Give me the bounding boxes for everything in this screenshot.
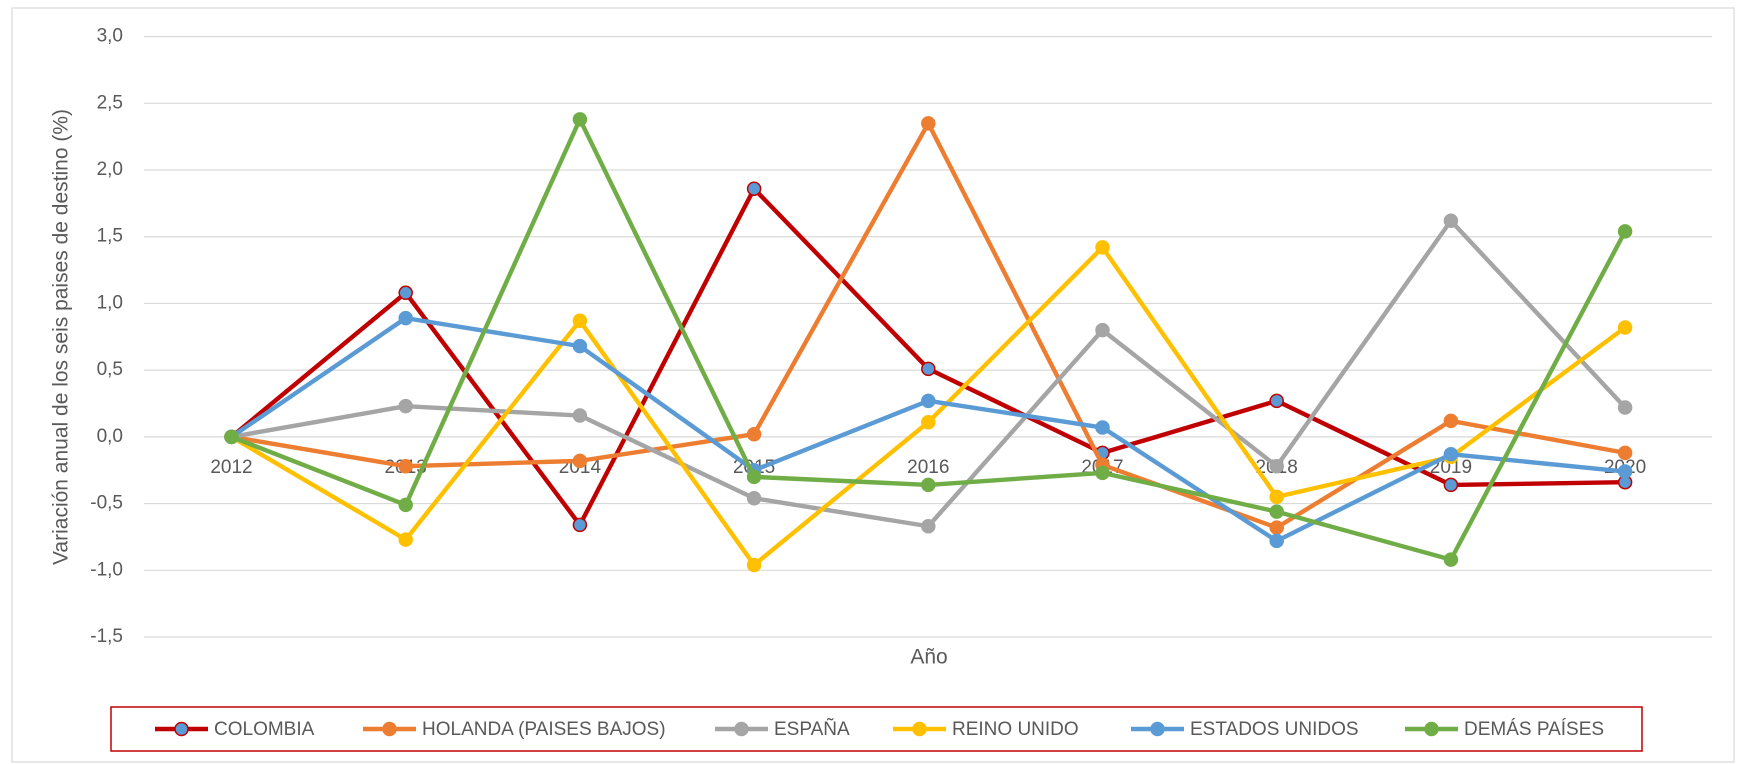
data-point [1095,240,1110,255]
data-point [398,285,413,301]
data-point [572,338,588,354]
legend-label: HOLANDA (PAISES BAJOS) [422,719,666,740]
data-point [224,429,239,445]
legend-box [110,706,1643,752]
data-point [572,517,588,533]
data-point [746,181,762,196]
data-point [1269,533,1284,549]
data-point [1617,464,1633,479]
data-point [921,477,936,493]
y-axis-label: Variación anual de los seis paises de de… [50,109,73,565]
legend-label: DEMÁS PAÍSES [1464,719,1604,740]
y-tick-label: 1,0 [97,292,123,313]
legend-label: COLOMBIA [214,719,315,740]
data-point [921,414,936,430]
data-point [921,361,936,377]
legend-label: ESPAÑA [774,718,850,740]
legend-marker [734,721,749,737]
data-point [1617,445,1633,461]
y-tick-label: 0,0 [97,426,123,447]
legend-marker [1150,721,1165,737]
data-point [572,112,588,127]
y-tick-label: 3,0 [97,26,123,47]
legend-marker [912,721,927,737]
data-point [572,453,588,469]
data-point [921,116,936,131]
data-point [1443,213,1459,228]
chart-border [11,7,1735,763]
y-tick-label: -1,0 [90,559,123,580]
x-axis-label: Año [910,646,947,669]
legend-marker [1424,721,1439,737]
y-tick-label: -1,5 [90,626,123,647]
x-tick-label: 2012 [210,457,252,478]
data-point [1269,520,1284,535]
data-point [398,532,413,547]
data-point [572,408,588,423]
data-point [1617,320,1633,335]
data-point [1269,489,1284,505]
data-point [746,490,762,506]
data-point [921,393,936,409]
data-point [1443,446,1459,462]
data-point [398,398,413,414]
data-point [1443,477,1459,493]
y-tick-label: 1,5 [97,226,123,247]
data-point [746,557,762,573]
y-tick-label: 2,0 [97,159,123,180]
data-point [398,310,413,326]
y-tick-label: 2,5 [97,92,123,113]
x-tick-label: 2019 [1430,457,1472,478]
legend-marker [174,721,189,737]
data-point [1443,413,1459,429]
legend-label: ESTADOS UNIDOS [1190,719,1359,740]
data-point [1443,552,1459,567]
y-tick-label: 0,5 [97,359,123,380]
y-tick-label: -0,5 [90,493,123,514]
data-point [398,497,413,513]
data-point [921,519,936,534]
data-point [572,313,588,329]
data-point [1617,224,1633,239]
legend-label: REINO UNIDO [952,719,1079,740]
x-tick-label: 2016 [907,457,949,478]
data-point [1095,465,1110,481]
legend-marker [382,721,397,737]
data-point [1269,504,1284,519]
data-point [398,458,413,474]
data-point [1617,400,1633,415]
data-point [1095,420,1110,435]
data-point [746,469,762,485]
data-point [746,426,762,442]
data-point [1269,458,1284,474]
data-point [1269,393,1284,409]
data-point [1095,322,1110,338]
